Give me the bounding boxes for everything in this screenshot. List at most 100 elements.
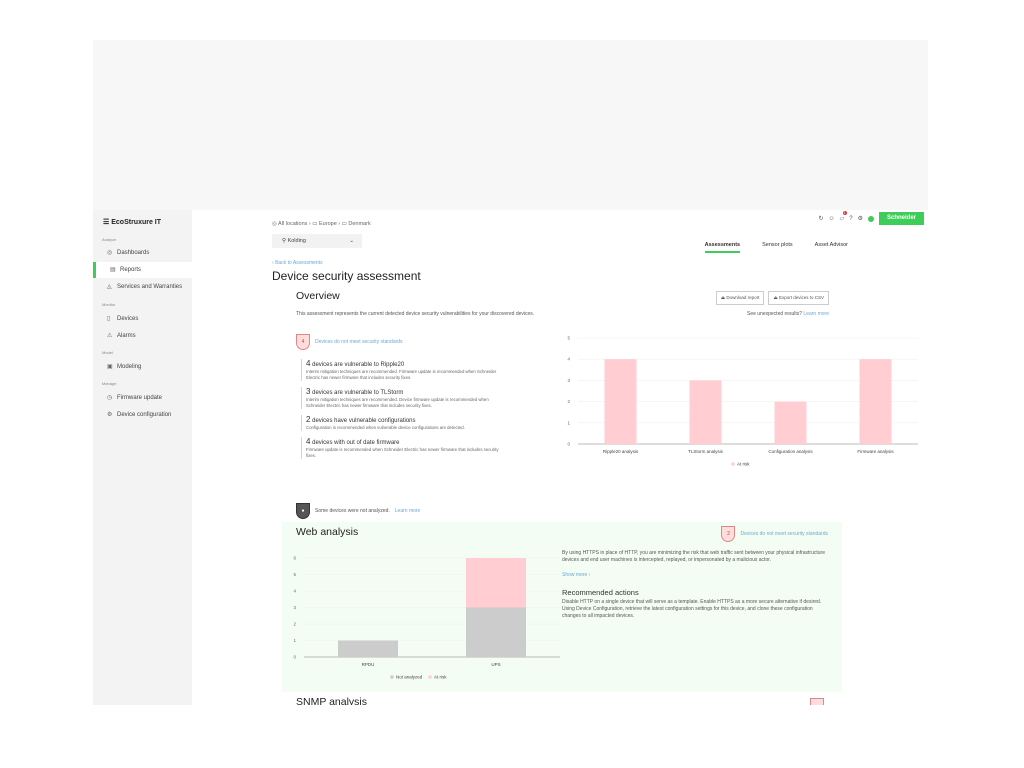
overview-description: This assessment represents the current d… — [296, 311, 535, 317]
shield-badge: 2 — [721, 526, 736, 542]
shield-badge — [810, 698, 824, 705]
legend-label: At risk — [737, 462, 750, 467]
location-select[interactable]: ⚲ Kolding ⌄ — [272, 234, 362, 248]
tab-asset-advisor[interactable]: Asset Advisor — [814, 242, 848, 248]
export-csv-button[interactable]: ⏏ Export devices to CSV — [768, 291, 829, 305]
x-tick-label: UPS — [491, 662, 500, 667]
page-title: Device security assessment — [272, 269, 421, 283]
y-tick-label: 1 — [293, 638, 296, 643]
breadcrumb: ◎ All locations › ▭ Europe › ▭ Denmark — [272, 221, 371, 227]
tab-assessments[interactable]: Assessments — [704, 242, 741, 253]
help-icon[interactable]: ? — [849, 215, 853, 222]
download-report-button[interactable]: ⏏ Download report — [715, 291, 765, 305]
web-description: By using HTTPS in place of HTTP, you are… — [562, 550, 825, 563]
bar-at-risk — [466, 558, 526, 608]
item-title: devices are vulnerable to TLStorm — [312, 390, 404, 396]
count: 4 — [306, 437, 311, 446]
settings-icon[interactable]: ⚙ — [857, 216, 863, 222]
overview-title: Overview — [296, 290, 340, 302]
web-noncompliant-link[interactable]: Devices do not meet security standards — [740, 530, 828, 537]
device-icon: ▯ — [107, 316, 111, 322]
bar-at-risk — [859, 359, 892, 444]
y-tick-label: 1 — [567, 420, 570, 425]
breadcrumb-all[interactable]: All locations — [278, 221, 308, 227]
item-title: devices have vulnerable configurations — [312, 418, 416, 424]
bar-at-risk — [774, 401, 807, 444]
app-logo: ☰ EcoStruxure IT — [103, 219, 162, 226]
download-icon: ⏏ — [720, 295, 727, 300]
not-analyzed-text: Some devices were not analyzed. — [315, 507, 390, 514]
location-icon: ◎ — [272, 221, 279, 227]
item-desc: Interim mitigation techniques are recomm… — [306, 369, 497, 380]
web-analysis-chart: 0 1 2 3 4 5 6 RPDU UPS Not analyzed At risk — [293, 556, 560, 680]
notification-icon[interactable]: ▱ 1 — [839, 211, 847, 222]
section-label: Monitor — [102, 302, 116, 307]
bar-not-analyzed — [466, 607, 526, 657]
x-tick-label: Firmware analysis — [857, 449, 894, 454]
web-analysis-section: Web analysis 2 Devices do not meet secur… — [282, 522, 842, 692]
y-tick-label: 5 — [293, 572, 296, 577]
vulnerability-item: 3 devices are vulnerable to TLStorm Inter… — [301, 387, 506, 409]
report-icon: ▤ — [110, 267, 116, 273]
pin-icon: ⚲ — [282, 238, 288, 244]
config-icon: ⚙ — [107, 412, 113, 418]
menu-icon[interactable]: ☰ — [103, 219, 112, 226]
breadcrumb-denmark[interactable]: Denmark — [348, 221, 371, 227]
not-analyzed-learn-more[interactable]: Learn more — [394, 507, 421, 514]
sidebar-item-firmware[interactable]: ◷ Firmware update — [93, 390, 192, 406]
y-tick-label: 4 — [567, 357, 570, 362]
sidebar: ☰ EcoStruxure IT Analyze ◎ Dashboards ▤ Re… — [93, 210, 192, 705]
vulnerability-list: 4 devices are vulnerable to Ripple20 Inte… — [301, 359, 506, 459]
modeling-icon: ▣ — [107, 364, 113, 370]
sidebar-item-modeling[interactable]: ▣ Modeling — [93, 359, 192, 375]
user-icon[interactable]: ☺ — [828, 215, 835, 222]
main-content: ◎ All locations › ▭ Europe › ▭ Denmark ⚲… — [192, 210, 928, 705]
recommended-actions-text: Disable HTTP on a single device that wil… — [562, 599, 822, 619]
breadcrumb-europe[interactable]: Europe — [319, 221, 337, 227]
item-desc: Firmware update is recommended when Schn… — [306, 447, 499, 458]
section-label: Manage — [102, 381, 117, 386]
sidebar-item-dashboards[interactable]: ◎ Dashboards — [93, 245, 192, 261]
y-tick-label: 0 — [567, 442, 570, 447]
sidebar-item-services[interactable]: ◬ Services and Warranties — [93, 279, 192, 295]
count: 4 — [306, 359, 311, 368]
noncompliant-link[interactable]: Devices do not meet security standards — [315, 338, 403, 345]
vulnerability-item: 4 devices are vulnerable to Ripple20 Inte… — [301, 359, 506, 381]
item-title: devices with out of date firmware — [312, 440, 400, 446]
legend-swatch — [428, 675, 432, 679]
bar-not-analyzed — [338, 640, 398, 657]
learn-more-link[interactable]: Learn more — [803, 311, 829, 317]
sidebar-item-alarms[interactable]: ⚠ Alarms — [93, 328, 192, 344]
y-tick-label: 2 — [567, 399, 570, 404]
vulnerability-item: 2 devices have vulnerable configurations… — [301, 415, 506, 431]
legend-label: Not analyzed — [396, 675, 423, 680]
section-label: Analyze — [102, 237, 117, 242]
y-tick-label: 6 — [293, 556, 296, 561]
legend-label: At risk — [434, 675, 447, 680]
refresh-icon[interactable]: ↻ — [818, 216, 824, 222]
sidebar-item-devices[interactable]: ▯ Devices — [93, 311, 192, 327]
y-tick-label: 3 — [293, 605, 296, 610]
shield-badge: 4 — [296, 334, 310, 350]
back-link[interactable]: ‹ Back to Assessments — [272, 260, 323, 266]
sidebar-item-reports[interactable]: ▤ Reports — [93, 262, 192, 278]
folder-icon: ▭ — [312, 221, 320, 227]
folder-icon: ▭ — [341, 221, 349, 227]
show-more-link[interactable]: Show more › — [562, 572, 591, 578]
x-tick-label: Ripple20 analysis — [603, 449, 639, 454]
unexpected-text: See unexpected results? — [746, 311, 803, 317]
x-tick-label: TLStorm analysis — [688, 449, 724, 454]
brand-logo: Schneider — [879, 212, 924, 225]
sidebar-item-device-configuration[interactable]: ⚙ Device configuration — [93, 407, 192, 423]
y-tick-label: 5 — [567, 336, 570, 341]
vulnerability-item: 4 devices with out of date firmware Firmw… — [301, 437, 506, 459]
y-tick-label: 4 — [293, 589, 296, 594]
tab-sensor-plots[interactable]: Sensor plots — [762, 242, 793, 248]
count: 3 — [306, 387, 311, 396]
legend-swatch — [390, 675, 394, 679]
eye-icon: ◎ — [107, 250, 113, 256]
y-tick-label: 3 — [567, 378, 570, 383]
bar-at-risk — [689, 380, 722, 444]
web-analysis-title: Web analysis — [296, 526, 359, 538]
legend-swatch — [731, 462, 735, 466]
